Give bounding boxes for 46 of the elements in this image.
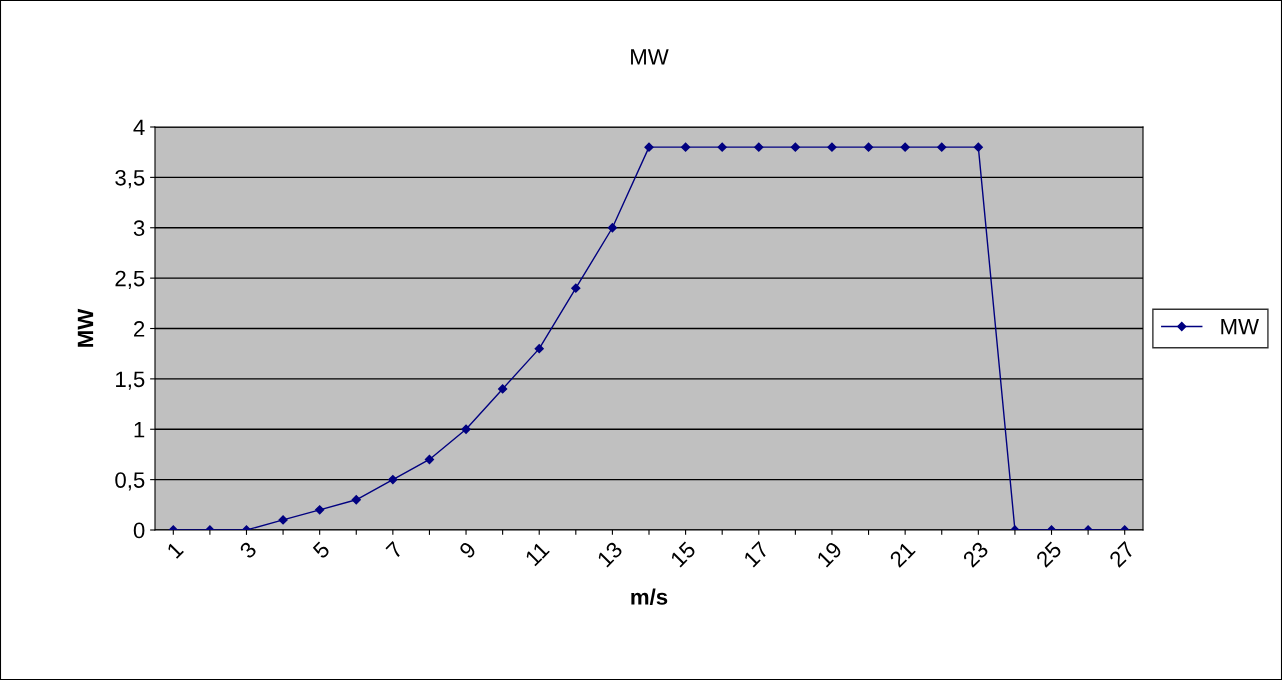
- y-tick-label: 3,5: [115, 169, 145, 189]
- x-axis-title: m/s: [631, 588, 668, 606]
- y-tick-label: 0,5: [115, 472, 145, 491]
- point: [571, 283, 581, 293]
- point: [461, 424, 471, 434]
- y-tick-label: 4: [133, 119, 145, 136]
- x-tick-label: 1: [166, 541, 184, 559]
- point: [754, 142, 764, 152]
- point: [790, 142, 800, 152]
- x-tick-label: 25: [1035, 540, 1063, 568]
- point: [351, 495, 361, 505]
- x-tick-label: 23: [962, 540, 990, 568]
- point: [973, 142, 983, 152]
- point: [863, 142, 874, 152]
- point: [534, 344, 544, 354]
- y-axis-title: MW: [77, 308, 94, 347]
- x-tick-label: 13: [596, 540, 624, 568]
- legend-label: MW: [1221, 318, 1259, 335]
- x-tick-label: 5: [312, 540, 331, 560]
- point: [900, 142, 910, 152]
- y-tick-label: 1: [134, 422, 145, 438]
- point: [315, 505, 325, 515]
- point: [607, 223, 618, 233]
- point: [388, 475, 398, 485]
- y-tick-label: 3: [133, 220, 145, 237]
- point: [644, 142, 654, 152]
- point: [827, 142, 837, 152]
- x-tick-label: 9: [458, 540, 477, 560]
- point: [278, 515, 288, 525]
- x-tick-label: 17: [743, 541, 770, 568]
- point: [937, 142, 947, 152]
- point: [498, 384, 508, 394]
- x-tick-label: 27: [1108, 540, 1136, 568]
- chart-title: MW: [631, 49, 669, 65]
- y-tick-label: 2,5: [115, 270, 145, 290]
- x-tick-label: 21: [888, 540, 916, 568]
- x-tick-label: 15: [669, 540, 697, 568]
- y-tick-label: 2: [134, 321, 145, 337]
- y-tick-label: 0: [133, 522, 145, 539]
- point: [680, 142, 691, 152]
- y-tick-label: 1,5: [116, 371, 145, 390]
- x-tick-label: 3: [238, 540, 258, 560]
- x-tick-label: 19: [816, 540, 843, 568]
- x-tick-label: 11: [524, 541, 550, 567]
- point: [717, 142, 727, 152]
- x-tick-label: 7: [385, 541, 404, 560]
